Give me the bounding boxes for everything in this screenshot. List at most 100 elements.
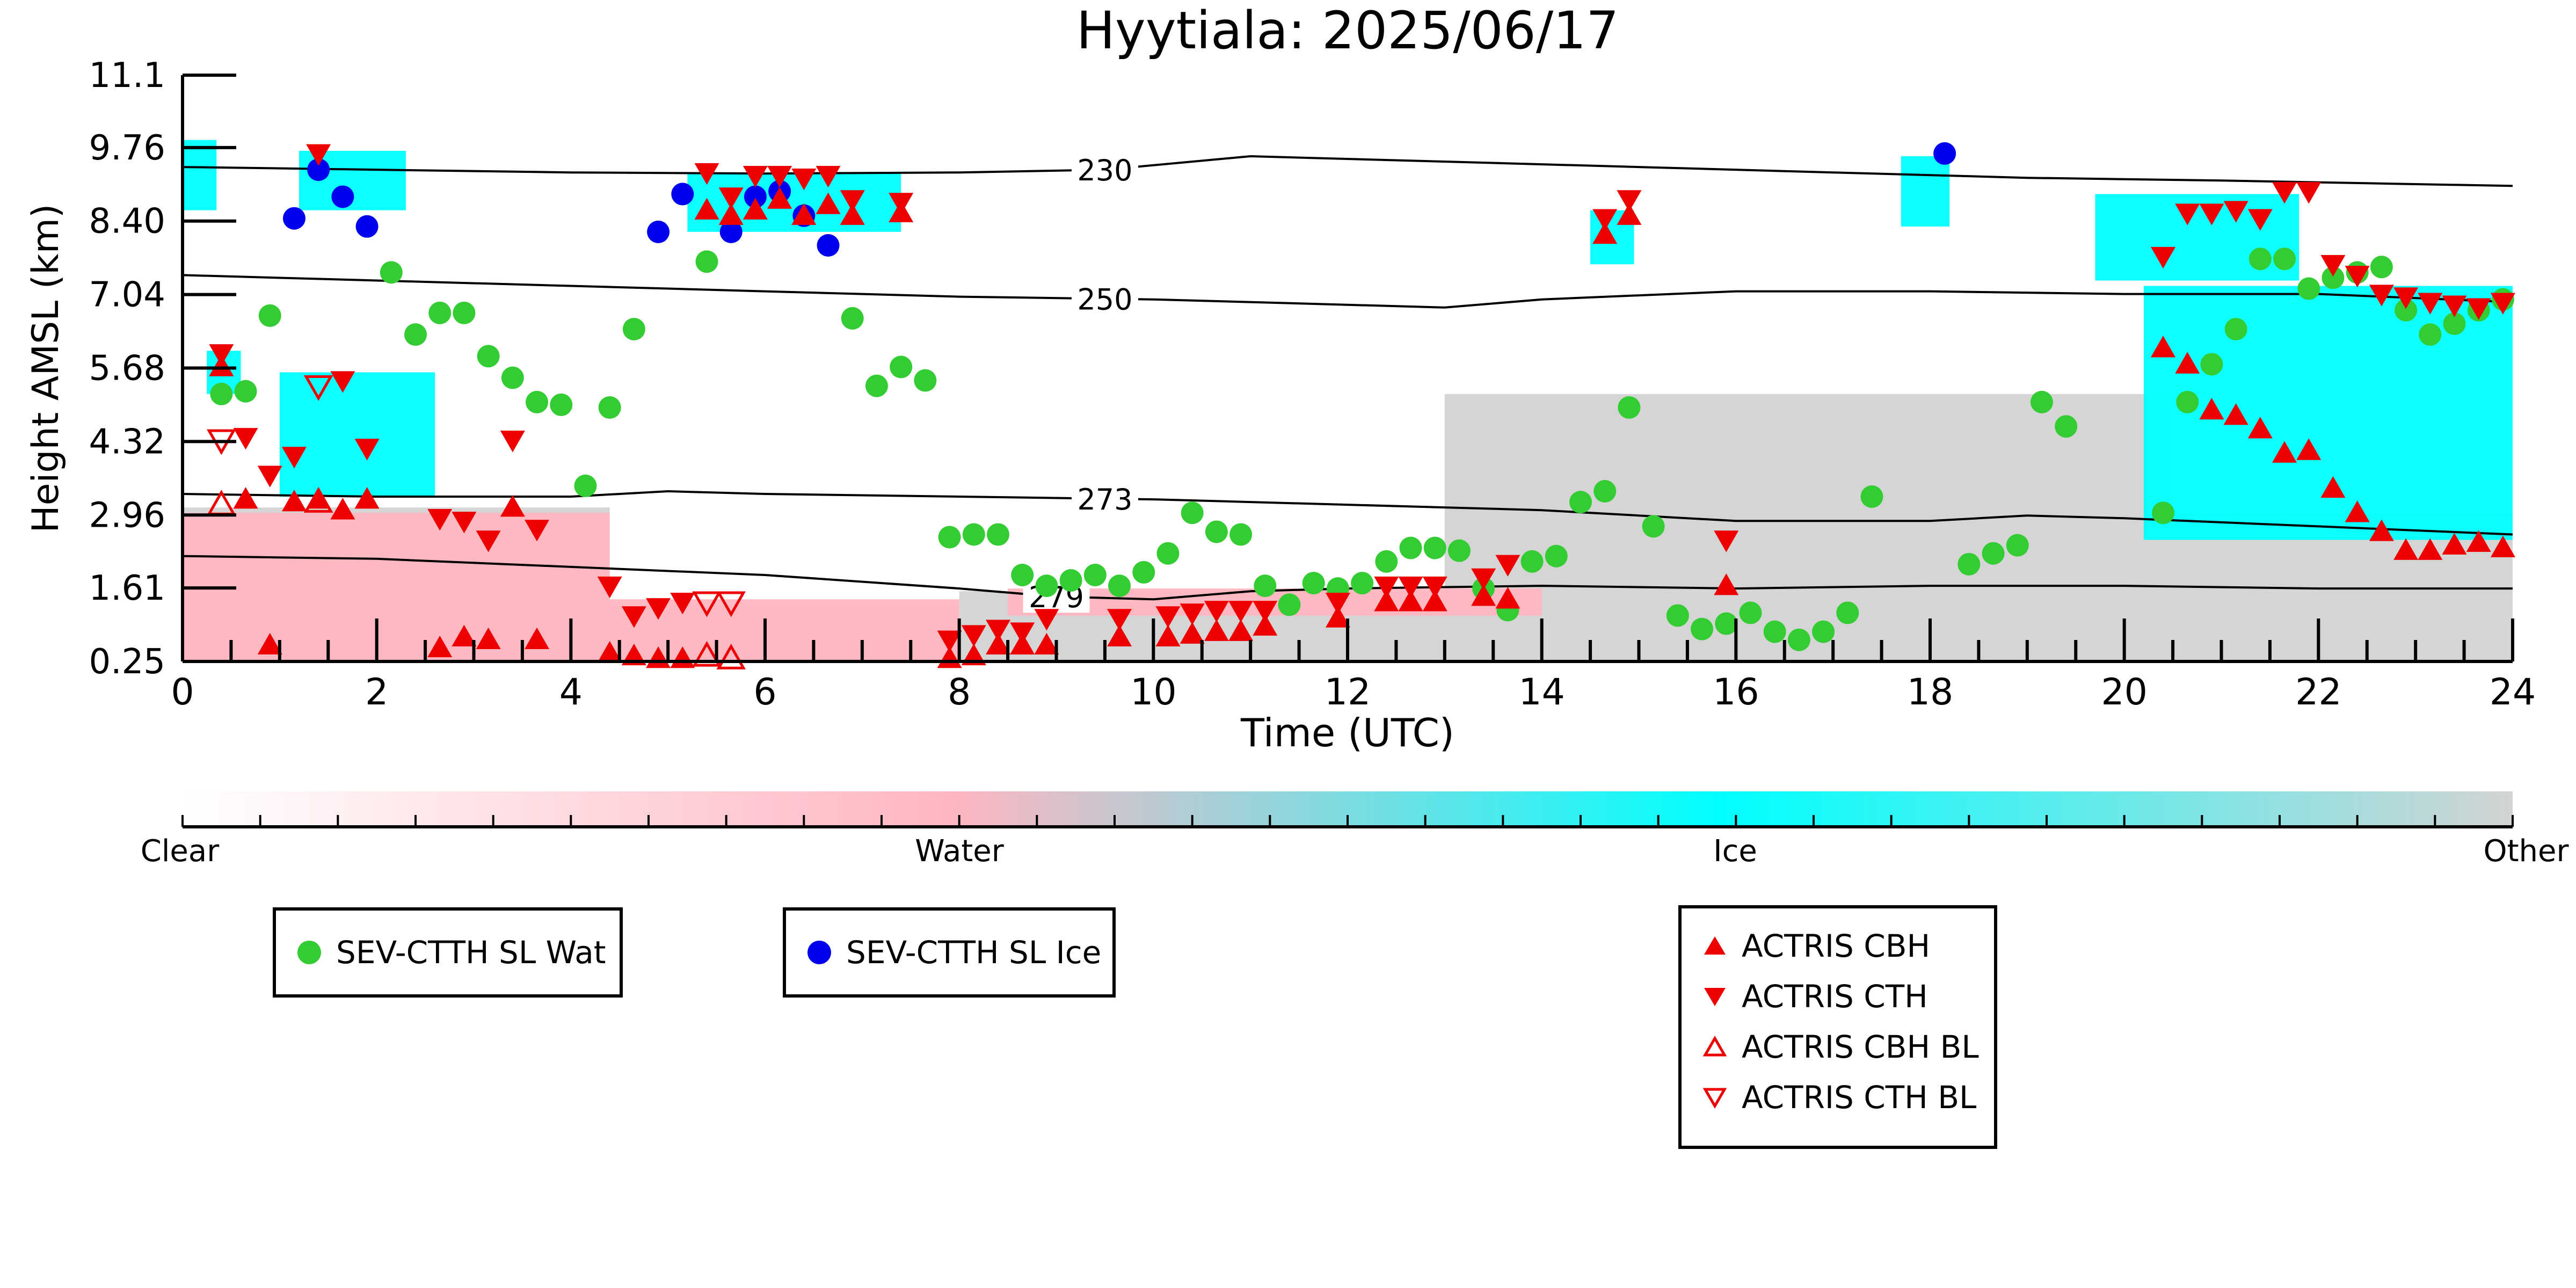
actris-cbh-bl-point <box>692 641 722 667</box>
actris-cth-point <box>937 630 962 652</box>
sev-ctth-sl-ice-point <box>331 185 354 208</box>
actris-cbh-point <box>281 490 307 512</box>
actris-cth-point <box>767 165 792 188</box>
actris-cbh-point <box>1325 606 1350 628</box>
actris-cth-point <box>2175 203 2200 225</box>
legend-sev-ice: SEV-CTTH SL Ice <box>783 907 1116 998</box>
actris-cth-point <box>525 520 550 542</box>
actris-cbh-point <box>2247 417 2273 439</box>
actris-cbh-point <box>2418 538 2443 560</box>
actris-cbh-point <box>597 641 622 663</box>
isotherm-label-273: 273 <box>1071 482 1138 516</box>
y-tick-label: 4.32 <box>89 422 166 462</box>
actris-cth-point <box>1714 530 1739 552</box>
actris-cth-point <box>476 530 501 552</box>
actris-cbh-point <box>791 203 817 225</box>
sev-ctth-sl-wat-point <box>550 393 573 416</box>
sev-ctth-sl-wat-point <box>1715 612 1738 635</box>
isotherm-273 <box>183 490 2513 536</box>
sev-ctth-sl-wat-point <box>1836 601 1859 624</box>
sev-ctth-sl-wat-point <box>1569 491 1592 514</box>
sev-ctth-sl-wat-point <box>2297 277 2320 300</box>
actris-cth-point <box>2199 203 2224 225</box>
actris-cth-point <box>1617 190 1642 212</box>
actris-cth-point <box>1325 593 1350 615</box>
sev-ctth-sl-wat-point <box>1520 550 1544 573</box>
actris-cbh-point <box>1180 622 1205 644</box>
chart-title: Hyytiala: 2025/06/17 <box>1076 1 1619 61</box>
actris-cth-point <box>1471 568 1496 590</box>
actris-cbh-point <box>2345 500 2370 522</box>
sev-ctth-sl-wat-point <box>914 369 937 392</box>
actris-cth-point <box>1374 576 1399 599</box>
actris-cth-point <box>2418 293 2443 315</box>
actris-cbh-bl-point <box>303 487 333 513</box>
actris-cth-point <box>961 625 986 647</box>
actris-cbh-point <box>1422 590 1447 612</box>
x-tick-label: 0 <box>171 671 194 714</box>
sev-ctth-sl-wat-point <box>526 390 549 413</box>
sev-ctth-sl-wat-point <box>1691 617 1714 641</box>
actris-cth-point <box>1422 576 1447 599</box>
legend-label-cbh-bl: ACTRIS CBH BL <box>1742 1029 1979 1065</box>
x-tick-label: 14 <box>1518 671 1565 714</box>
y-tick-label: 2.96 <box>89 496 166 535</box>
legend-blue-circle-icon <box>802 931 836 974</box>
actris-cth-point <box>1107 609 1132 631</box>
actris-cbh-point <box>1374 590 1399 612</box>
sev-ctth-sl-wat-point <box>1666 604 1689 627</box>
actris-cbh-point <box>767 187 792 209</box>
sev-ctth-sl-wat-point <box>987 523 1009 546</box>
colorbar-label-other: Other <box>2483 834 2569 869</box>
sev-ctth-sl-ice-point <box>719 220 743 243</box>
actris-cth-point <box>816 165 841 188</box>
actris-cth-point <box>840 190 865 212</box>
sev-ctth-sl-wat-point <box>1399 536 1422 559</box>
actris-cbh-point <box>2320 476 2346 498</box>
x-tick-labels: 0 2 4 6 8 10 12 14 16 18 20 22 24 <box>171 618 2536 714</box>
sev-ctth-sl-ice-point <box>744 185 767 208</box>
actris-cth-point <box>2442 295 2467 317</box>
sev-ctth-sl-wat-point <box>1618 396 1641 419</box>
sev-ctth-sl-wat-point <box>2030 390 2053 413</box>
sev-ctth-sl-wat-point <box>1351 572 1374 595</box>
sev-ctth-sl-wat-point <box>258 304 281 327</box>
cloud-region <box>279 372 435 497</box>
sev-ctth-sl-wat-point <box>1860 485 1883 508</box>
isotherm-label-250: 250 <box>1071 282 1138 316</box>
sev-ctth-sl-wat-point <box>1375 550 1398 573</box>
sev-ctth-sl-wat-point <box>1156 542 1180 565</box>
sev-ctth-sl-wat-point <box>1593 479 1617 503</box>
sev-ctth-sl-wat-point <box>2322 266 2345 289</box>
cloud-region <box>1901 156 1950 227</box>
sev-ctth-sl-wat-point <box>1423 536 1446 559</box>
legend-label-ice: SEV-CTTH SL Ice <box>846 934 1102 971</box>
y-tick-label: 8.40 <box>89 202 166 242</box>
sev-ctth-sl-ice-point <box>355 215 379 238</box>
sev-ctth-sl-wat-point <box>1982 542 2005 565</box>
sev-ctth-sl-wat-point <box>1642 515 1665 538</box>
sev-ctth-sl-wat-point <box>1011 563 1034 586</box>
sev-ctth-sl-wat-point <box>2055 415 2078 438</box>
actris-cth-point <box>2151 246 2175 269</box>
x-tick-label: 22 <box>2295 671 2342 714</box>
actris-cbh-point <box>330 498 355 520</box>
actris-cth-point <box>2247 209 2273 231</box>
sev-ctth-sl-wat-point <box>865 374 888 397</box>
x-tick-label: 4 <box>559 671 583 714</box>
actris-cth-point <box>646 598 671 620</box>
sev-ctth-sl-wat-point <box>210 382 233 405</box>
sev-ctth-sl-wat-point <box>841 307 864 330</box>
actris-cth-point <box>209 344 234 366</box>
actris-cbh-point <box>476 627 501 649</box>
x-tick-label: 6 <box>753 671 776 714</box>
actris-cth-bl-point <box>692 591 722 617</box>
legend-triangle-up-icon <box>1698 925 1732 967</box>
sev-ctth-sl-wat-point <box>1812 620 1835 643</box>
legend-triangle-down-open-icon <box>1698 1076 1732 1119</box>
sev-ctth-sl-wat-point <box>234 380 257 403</box>
sev-ctth-sl-wat-point <box>1787 628 1810 651</box>
colorbar-label-clear: Clear <box>141 834 220 869</box>
sev-ctth-sl-ice-point <box>647 220 670 243</box>
